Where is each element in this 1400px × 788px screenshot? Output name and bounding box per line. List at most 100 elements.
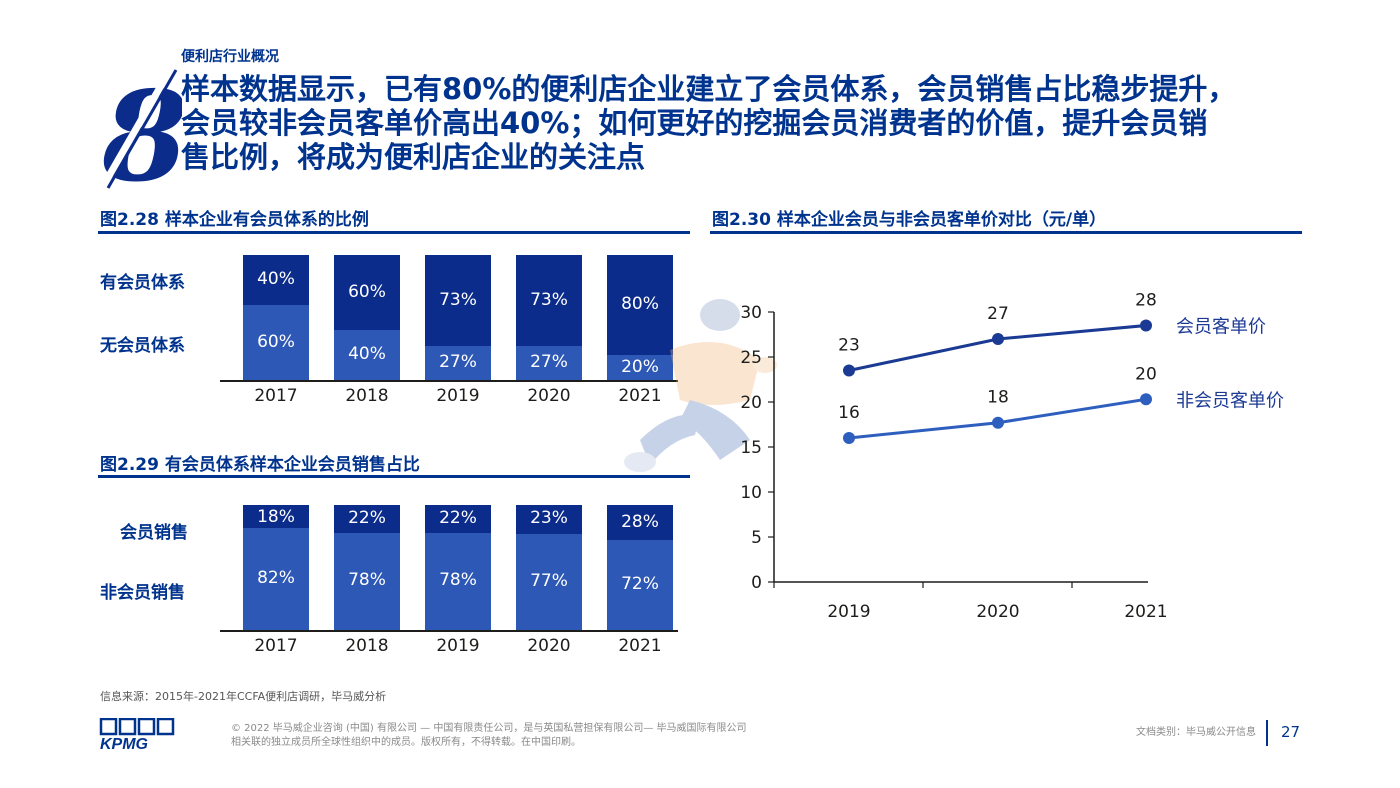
fig229-seg-bottom-2020: 77% (516, 533, 582, 630)
doc-classification: 文档类别：毕马威公开信息 (1136, 727, 1256, 738)
fig228-year-2020: 2020 (527, 386, 571, 406)
section-number: 8 (101, 65, 182, 190)
fig228-label-top-2020: 73% (530, 289, 568, 310)
fig228-seg-bottom-2020: 27% (516, 346, 582, 380)
fig230-label-非会员客单价-2021: 20 (1135, 364, 1157, 384)
fig230-point-会员客单价-2019 (843, 364, 855, 377)
fig228-x-axis (220, 380, 678, 382)
fig228-bar-2017: 40% 60% (243, 255, 309, 380)
runner-illustration (600, 290, 800, 490)
fig229-label-top-2018: 22% (348, 507, 386, 528)
fig228-label-bottom-2019: 27% (439, 352, 477, 373)
fig229-seg-bottom-2019: 78% (425, 532, 491, 630)
fig230-ytick-20: 20 (740, 393, 762, 413)
kpmg-logo: KPMG (99, 717, 175, 753)
fig228-label-top-2019: 73% (439, 289, 477, 310)
fig229-bar-2017: 18% 82% (243, 505, 309, 630)
fig229-seg-top-2019: 22% (425, 505, 491, 533)
fig229-row-label-member: 会员销售 (120, 523, 188, 543)
fig229-label-top-2017: 18% (257, 507, 295, 527)
fig230-point-会员客单价-2021 (1140, 319, 1152, 332)
fig229-bar-2020: 23% 77% (516, 505, 582, 630)
fig228-seg-bottom-2018: 40% (334, 330, 400, 380)
fig230-label-会员客单价-2020: 27 (987, 304, 1009, 324)
fig230-label-会员客单价-2019: 23 (838, 336, 860, 356)
fig229-seg-bottom-2018: 78% (334, 532, 400, 630)
fig229-bar-2018: 22% 78% (334, 505, 400, 630)
copyright-notice: © 2022 毕马威企业咨询 (中国) 有限公司 — 中国有限责任公司，是与英国… (231, 722, 871, 750)
fig229-seg-top-2020: 23% (516, 505, 582, 534)
fig229-label-bottom-2021: 72% (621, 574, 659, 594)
fig228-bar-2021: 80% 20% (607, 255, 673, 380)
fig230-point-非会员客单价-2019 (843, 432, 855, 444)
fig229-seg-bottom-2017: 82% (243, 527, 309, 630)
fig228-label-top-2021: 80% (621, 294, 659, 314)
fig229-label-bottom-2018: 78% (348, 570, 386, 591)
fig230-xtick-2021: 2021 (1124, 602, 1167, 622)
fig229-rule (98, 475, 690, 478)
fig229-year-2020: 2020 (527, 636, 571, 656)
fig230-line-会员客单价 (848, 324, 1147, 372)
fig228-label-bottom-2021: 20% (621, 356, 659, 377)
fig230-ytick-10: 10 (740, 483, 762, 503)
source-note: 信息来源：2015年-2021年CCFA便利店调研，毕马威分析 (100, 690, 387, 703)
copyright-line-1: © 2022 毕马威企业咨询 (中国) 有限公司 — 中国有限责任公司，是与英国… (231, 723, 747, 734)
fig229-label-top-2019: 22% (439, 507, 477, 528)
headline-line-3: 售比例，将成为便利店企业的关注点 (181, 140, 646, 174)
fig229-bar-2021: 28% 72% (607, 505, 673, 630)
fig229-year-2021: 2021 (618, 636, 662, 656)
footer-divider (1266, 720, 1268, 746)
fig229-chart: 18% 82% 2017 22% 78% 2018 22% 78% 2019 23% 77% 2020… (220, 505, 690, 665)
section-number-graphic: 8 (96, 64, 188, 210)
fig229-seg-bottom-2021: 72% (607, 540, 673, 630)
fig229-year-2019: 2019 (436, 636, 480, 656)
section-title: 便利店行业概况 (181, 49, 279, 65)
fig228-seg-bottom-2021: 20% (607, 355, 673, 380)
fig230-label-会员客单价-2021: 28 (1135, 291, 1157, 311)
svg-text:KPMG: KPMG (100, 736, 148, 750)
fig228-bar-2018: 60% 40% (334, 255, 400, 380)
fig229-year-2018: 2018 (345, 636, 389, 656)
fig230-point-会员客单价-2020 (992, 333, 1004, 345)
fig229-bar-2019: 22% 78% (425, 505, 491, 630)
fig229-row-label-nonmember: 非会员销售 (100, 583, 185, 603)
fig230-point-非会员客单价-2021 (1140, 393, 1152, 406)
fig230-ytick-5: 5 (751, 528, 762, 548)
fig228-row-label-nonmember: 无会员体系 (100, 336, 185, 356)
fig228-label-bottom-2020: 27% (530, 352, 568, 373)
fig229-seg-top-2018: 22% (334, 505, 400, 533)
copyright-line-2: 相关联的独立成员所全球性组织中的成员。版权所有，不得转载。在中国印刷。 (231, 737, 581, 748)
headline-line-2: 会员较非会员客单价高出40%；如何更好的挖掘会员消费者的价值，提升会员销 (181, 106, 1208, 140)
fig230-label-非会员客单价-2020: 18 (987, 388, 1009, 408)
fig229-x-axis (220, 630, 678, 632)
fig229-title: 图2.29 有会员体系样本企业会员销售占比 (100, 455, 420, 475)
fig230-legend-非会员客单价: 非会员客单价 (1176, 390, 1284, 411)
fig229-year-2017: 2017 (254, 636, 298, 656)
fig228-label-top-2017: 40% (257, 269, 295, 289)
fig228-year-2021: 2021 (618, 386, 662, 406)
fig228-year-2019: 2019 (436, 386, 480, 406)
fig228-seg-top-2018: 60% (334, 255, 400, 330)
fig228-seg-top-2020: 73% (516, 255, 582, 347)
fig228-row-label-member: 有会员体系 (100, 273, 185, 293)
fig228-seg-top-2021: 80% (607, 255, 673, 355)
fig230-ytick-25: 25 (740, 348, 762, 368)
fig228-year-2017: 2017 (254, 386, 298, 406)
fig229-label-bottom-2019: 78% (439, 570, 477, 591)
fig228-label-top-2018: 60% (348, 281, 386, 302)
fig228-seg-top-2019: 73% (425, 255, 491, 347)
fig229-seg-top-2017: 18% (243, 505, 309, 528)
fig229-label-top-2021: 28% (621, 511, 659, 532)
fig230-svg: 0 5 10 15 20 25 30 2019 2020 2021 23 27 28 会员客单价 16 18 2… (740, 291, 1284, 623)
fig230-point-非会员客单价-2020 (992, 416, 1004, 429)
fig228-title: 图2.28 样本企业有会员体系的比例 (100, 210, 369, 230)
fig228-seg-bottom-2019: 27% (425, 346, 491, 380)
fig228-seg-top-2017: 40% (243, 255, 309, 305)
fig230-label-非会员客单价-2019: 16 (838, 403, 860, 423)
fig230-title: 图2.30 样本企业会员与非会员客单价对比（元/单） (712, 210, 1107, 230)
fig230-chart: 0 5 10 15 20 25 30 2019 2020 2021 23 27 28 会员客单价 16 18 2… (700, 270, 1340, 640)
fig228-year-2018: 2018 (345, 386, 389, 406)
fig228-chart: 40% 60% 2017 60% 40% 2018 73% 27% 2019 73% 27% 2020… (220, 255, 690, 415)
fig228-bar-2020: 73% 27% (516, 255, 582, 380)
fig230-xtick-2020: 2020 (976, 602, 1019, 622)
